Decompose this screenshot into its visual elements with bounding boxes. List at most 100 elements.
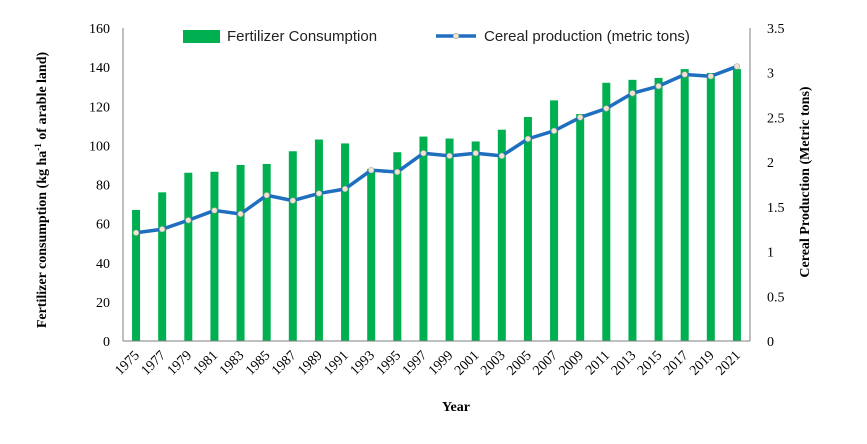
right-tick-label: 1.5: [767, 201, 785, 216]
point-cereal: [655, 83, 662, 90]
left-tick-label: 100: [89, 139, 110, 154]
x-tick-label: 2001: [452, 348, 482, 378]
x-tick-label: 2017: [661, 348, 691, 378]
axes: [122, 28, 751, 342]
bar-fertilizer: [210, 171, 219, 341]
x-axis-ticks: 1975197719791981198319851987198919911993…: [112, 348, 743, 378]
bar-fertilizer: [680, 69, 689, 341]
point-cereal: [550, 127, 558, 134]
point-cereal: [681, 71, 688, 78]
bar-fertilizer: [262, 163, 271, 341]
x-tick-label: 2011: [583, 348, 613, 378]
x-tick-label: 2003: [478, 348, 508, 378]
x-tick-label: 2019: [687, 348, 717, 378]
left-tick-label: 120: [89, 100, 110, 115]
point-cereal: [211, 207, 218, 214]
right-tick-label: 0: [767, 335, 774, 350]
bar-fertilizer: [471, 141, 480, 341]
bar-fertilizer: [184, 172, 193, 341]
left-axis-title-superscript: -1: [33, 143, 43, 151]
x-tick-label: 2009: [557, 348, 587, 378]
x-tick-label: 1993: [348, 348, 378, 378]
x-tick-label: 1977: [139, 348, 169, 378]
bar-series: [132, 69, 741, 342]
right-tick-label: 2.5: [767, 111, 785, 126]
left-tick-label: 40: [96, 257, 110, 272]
point-cereal: [524, 135, 532, 142]
bar-fertilizer: [158, 192, 167, 341]
bar-fertilizer: [341, 143, 350, 341]
right-axis-ticks: 0 0.5 1 1.5 2 2.5 3 3.5: [767, 22, 785, 350]
line-series: [132, 63, 741, 236]
point-cereal: [733, 63, 741, 70]
right-tick-label: 1: [767, 246, 774, 261]
left-tick-label: 80: [96, 179, 110, 194]
point-cereal: [237, 210, 244, 218]
left-axis-ticks: 0 20 40 60 80 100 120 140 160: [89, 22, 110, 350]
right-tick-label: 0.5: [767, 290, 785, 305]
x-tick-label: 2013: [609, 348, 639, 378]
point-cereal: [577, 114, 584, 121]
x-tick-label: 1983: [217, 348, 247, 378]
bar-fertilizer: [314, 139, 323, 341]
point-cereal: [289, 197, 296, 204]
bar-fertilizer: [367, 168, 376, 341]
point-cereal: [603, 105, 610, 112]
bar-fertilizer: [523, 117, 532, 341]
point-cereal: [629, 90, 636, 97]
x-tick-label: 2007: [530, 348, 560, 378]
bar-fertilizer: [419, 136, 428, 341]
bar-fertilizer: [706, 72, 715, 342]
x-tick-label: 1981: [191, 348, 221, 378]
legend-swatch-fertilizer: [183, 30, 220, 43]
left-axis-title-main: Fertilizer consumption (kg ha: [35, 151, 50, 328]
x-tick-label: 1995: [374, 348, 404, 378]
legend-label-fertilizer: Fertilizer Consumption: [227, 28, 377, 45]
bar-fertilizer: [497, 129, 506, 341]
bar-fertilizer: [628, 79, 637, 341]
x-tick-label: 2005: [504, 348, 534, 378]
x-tick-label: 1997: [400, 348, 430, 378]
point-cereal: [341, 185, 349, 193]
point-cereal: [185, 217, 192, 224]
x-axis-title: Year: [442, 400, 470, 415]
point-cereal: [132, 229, 140, 236]
left-tick-label: 140: [89, 61, 110, 76]
right-tick-label: 3.5: [767, 22, 785, 37]
x-tick-label: 1985: [243, 348, 273, 378]
point-cereal: [707, 73, 714, 80]
point-cereal: [315, 190, 323, 197]
point-cereal: [420, 150, 427, 157]
point-cereal: [498, 152, 505, 159]
bar-fertilizer: [654, 77, 663, 341]
x-tick-label: 1989: [295, 348, 325, 378]
point-cereal: [263, 192, 270, 199]
left-tick-label: 20: [96, 296, 110, 311]
right-axis-title: Cereal Production (Metric tons): [798, 86, 813, 277]
x-tick-label: 2021: [713, 348, 743, 378]
point-cereal: [159, 226, 166, 233]
x-tick-label: 2015: [635, 348, 665, 378]
line-cereal-production: [135, 64, 738, 235]
legend: Fertilizer Consumption Cereal production…: [183, 28, 690, 45]
right-tick-label: 3: [767, 67, 774, 82]
legend-label-cereal: Cereal production (metric tons): [484, 28, 690, 45]
bar-fertilizer: [236, 164, 245, 341]
bar-fertilizer: [393, 152, 402, 341]
point-cereal: [394, 168, 401, 176]
bar-fertilizer: [602, 82, 611, 341]
left-tick-label: 160: [89, 22, 110, 37]
bar-fertilizer: [445, 138, 454, 341]
x-tick-label: 1999: [426, 348, 456, 378]
left-axis-title: Fertilizer consumption (kg ha-1 of arabl…: [33, 51, 50, 328]
x-tick-label: 1991: [321, 348, 351, 378]
legend-marker-cereal: [452, 32, 460, 40]
bar-fertilizer: [732, 69, 741, 341]
bar-fertilizer: [550, 100, 559, 341]
bar-fertilizer: [132, 209, 141, 341]
bar-fertilizer: [576, 114, 585, 341]
right-tick-label: 2: [767, 156, 774, 171]
bar-fertilizer: [288, 151, 297, 341]
x-tick-label: 1987: [269, 348, 299, 378]
